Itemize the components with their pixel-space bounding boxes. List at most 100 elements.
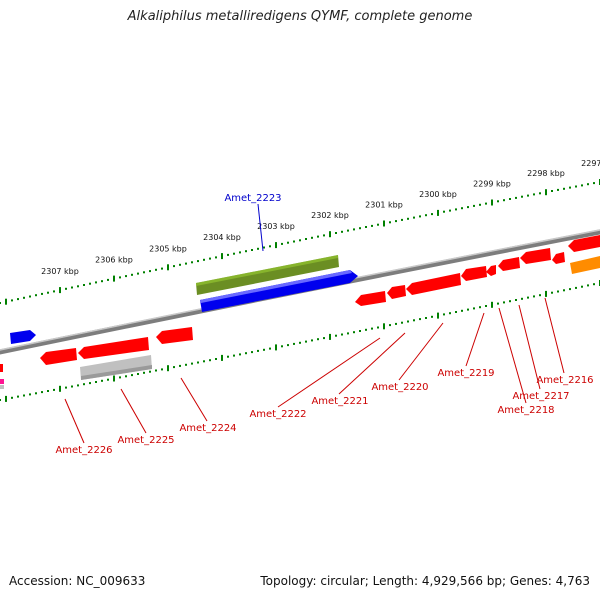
label-amet-2218[interactable]: Amet_2218 (497, 405, 554, 416)
gene-amet-2217[interactable] (520, 248, 551, 264)
label-amet-2222[interactable]: Amet_2222 (249, 409, 306, 420)
minor-tick (479, 203, 481, 206)
minor-tick (227, 355, 229, 358)
minor-tick (131, 374, 133, 377)
minor-tick (389, 221, 391, 224)
minor-tick (359, 330, 361, 332)
minor-tick (587, 284, 589, 287)
gene-orange[interactable] (570, 256, 600, 274)
minor-tick (143, 371, 145, 374)
minor-tick (413, 216, 415, 219)
minor-tick (509, 198, 511, 200)
minor-tick (263, 246, 265, 249)
gene-amet-2216b[interactable] (552, 252, 565, 264)
minor-tick (593, 283, 595, 286)
minor-tick (569, 186, 571, 189)
label-amet-2226[interactable]: Amet_2226 (55, 445, 112, 456)
minor-tick (23, 394, 25, 397)
minor-tick (395, 322, 397, 325)
minor-tick (245, 250, 247, 253)
minor-tick (515, 196, 517, 199)
forward-features (10, 255, 600, 344)
minor-tick (335, 232, 337, 234)
minor-tick (0, 302, 1, 304)
minor-tick (149, 270, 151, 273)
label-amet-2220[interactable]: Amet_2220 (371, 382, 428, 393)
minor-tick (365, 328, 367, 331)
minor-tick (353, 228, 355, 231)
tick-label: 2298 kbp (527, 169, 565, 178)
gene-amet-2224[interactable] (156, 327, 193, 344)
gene-amet-2222[interactable] (355, 291, 386, 306)
minor-tick (203, 360, 205, 363)
minor-tick (203, 258, 205, 261)
minor-tick (35, 294, 37, 297)
minor-tick (443, 313, 445, 316)
minor-tick (293, 342, 295, 345)
gene-amet-2221[interactable] (387, 285, 406, 299)
minor-tick (503, 199, 505, 202)
minor-tick (29, 295, 31, 298)
tick-label: 2304 kbp (203, 233, 241, 242)
minor-tick (581, 184, 583, 187)
gene-amet-2216[interactable] (568, 235, 600, 252)
major-tick (5, 298, 7, 305)
gene-amet-2220[interactable] (406, 273, 461, 295)
minor-tick (161, 368, 163, 371)
gene-amet-2218[interactable] (498, 257, 520, 271)
gene-amet-2219b[interactable] (461, 266, 487, 281)
minor-tick (47, 291, 49, 294)
feature-red-edge[interactable] (0, 364, 3, 372)
leader-amet-2224 (180, 377, 208, 422)
major-tick (59, 385, 61, 392)
minor-tick (533, 295, 535, 298)
label-amet-2221[interactable]: Amet_2221 (311, 396, 368, 407)
minor-tick (389, 324, 391, 327)
feature-rna[interactable] (196, 255, 339, 295)
minor-tick (455, 311, 457, 313)
minor-tick (461, 309, 463, 312)
gene-amet-2225[interactable] (78, 337, 149, 359)
minor-tick (269, 245, 271, 248)
major-tick (167, 264, 169, 271)
feature-grey-edge[interactable] (0, 385, 4, 389)
label-amet-2224[interactable]: Amet_2224 (179, 423, 236, 434)
minor-tick (581, 285, 583, 288)
gene-amet-2226[interactable] (40, 348, 77, 365)
gene-forward-small[interactable] (10, 330, 36, 344)
minor-tick (47, 390, 49, 392)
minor-tick (347, 229, 349, 232)
major-tick (113, 275, 115, 282)
label-amet-2216[interactable]: Amet_2216 (536, 375, 593, 386)
gene-amet-2223[interactable] (200, 270, 358, 312)
minor-tick (305, 238, 307, 240)
major-tick (5, 395, 7, 402)
minor-tick (467, 206, 469, 209)
minor-tick (569, 288, 571, 291)
minor-tick (521, 297, 523, 300)
minor-tick (89, 282, 91, 285)
minor-tick (155, 369, 157, 372)
minor-tick (83, 383, 85, 386)
map-title: Alkaliphilus metalliredigens QYMF, compl… (127, 9, 473, 24)
minor-tick (233, 354, 235, 357)
minor-tick (149, 370, 151, 373)
label-amet-2219[interactable]: Amet_2219 (437, 368, 494, 379)
minor-tick (83, 284, 85, 286)
feature-magenta[interactable] (0, 379, 4, 384)
minor-tick (239, 251, 241, 254)
label-amet-2225[interactable]: Amet_2225 (117, 435, 174, 446)
minor-tick (563, 289, 565, 292)
minor-tick (323, 234, 325, 237)
tick-label: 2302 kbp (311, 211, 349, 220)
gene-amet-2219[interactable] (486, 265, 496, 276)
accession-text: Accession: NC_009633 (9, 574, 146, 588)
minor-tick (371, 224, 373, 227)
tick-label: 2297 kbp (581, 159, 600, 168)
minor-tick (575, 286, 577, 289)
minor-tick (341, 230, 343, 233)
label-amet-2223[interactable]: Amet_2223 (224, 193, 281, 204)
label-amet-2217[interactable]: Amet_2217 (512, 391, 569, 402)
leader-amet-2219 (465, 312, 485, 367)
